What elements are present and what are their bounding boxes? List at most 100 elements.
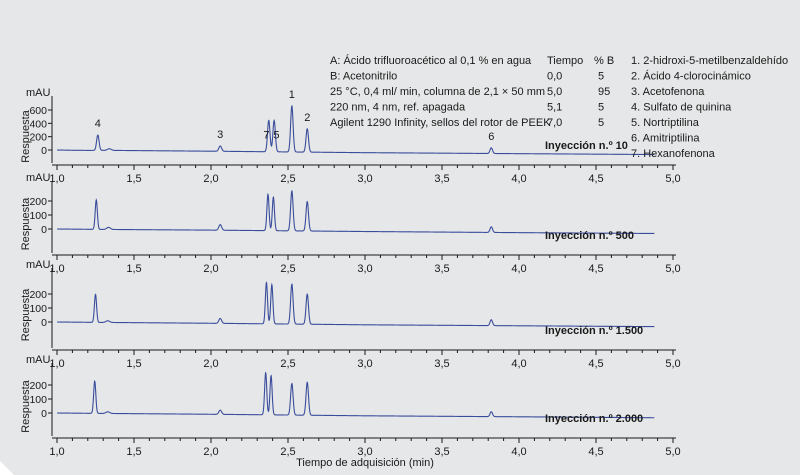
x-tick-label: 1,5: [126, 263, 141, 275]
x-tick-label: 2,5: [280, 263, 295, 275]
x-tick-label: 3,0: [357, 263, 372, 275]
x-tick-label: 2,5: [280, 358, 295, 370]
peak-label: 4: [95, 118, 101, 130]
condition-line: Agilent 1290 Infinity, sellos del rotor …: [330, 117, 551, 129]
x-tick-label: 5,0: [665, 358, 680, 370]
x-tick-label: 2,5: [280, 173, 295, 185]
y-tick-label: 0: [41, 145, 47, 157]
peak-label: 2: [304, 112, 310, 124]
y-axis-label: Respuesta: [20, 288, 32, 341]
y-tick-label: 200: [29, 289, 47, 301]
x-tick-label: 1,0: [49, 446, 64, 458]
peak-label: 5: [273, 129, 279, 141]
x-axis-title: Tiempo de adquisición (min): [296, 457, 434, 469]
injection-label: Inyección n.º 500: [545, 230, 634, 242]
compound-legend-item: 6. Amitriptilina: [631, 133, 700, 145]
conditions-block: A: Ácido trifluoroacético al 0,1 % en ag…: [330, 54, 551, 129]
x-tick-label: 4,5: [588, 446, 603, 458]
compound-legend-item: 3. Acetofenona: [631, 86, 705, 98]
x-tick-label: 2,0: [203, 263, 218, 275]
y-unit-label: mAU: [26, 87, 51, 99]
injection-label: Inyección n.º 10: [545, 140, 628, 152]
x-tick-label: 1,0: [49, 263, 64, 275]
x-tick-label: 4,0: [511, 263, 526, 275]
compound-legend-item: 4. Sulfato de quinina: [631, 102, 732, 114]
y-tick-label: 200: [29, 380, 47, 392]
x-tick-label: 3,5: [434, 173, 449, 185]
y-tick-label: 100: [29, 210, 47, 222]
gradient-percent-cell: 95: [598, 86, 610, 98]
x-tick-label: 2,0: [203, 358, 218, 370]
peak-label: 7: [263, 129, 269, 141]
peak-label: 3: [217, 129, 223, 141]
x-tick-label: 2,0: [203, 173, 218, 185]
x-tick-label: 4,0: [511, 446, 526, 458]
x-tick-label: 3,0: [357, 173, 372, 185]
condition-line: 25 °C, 0,4 ml/ min, columna de 2,1 × 50 …: [330, 86, 545, 98]
compound-legend-item: 2. Ácido 4-clorocinámico: [631, 70, 751, 83]
y-axis-label: Respuesta: [20, 379, 32, 432]
y-unit-label: mAU: [26, 172, 51, 184]
compound-legend-item: 1. 2-hidroxi-5-metilbenzaldehído: [631, 55, 788, 67]
x-tick-label: 5,0: [665, 263, 680, 275]
y-tick-label: 0: [41, 224, 47, 236]
x-tick-label: 4,5: [588, 173, 603, 185]
x-tick-label: 4,5: [588, 358, 603, 370]
x-tick-label: 4,0: [511, 173, 526, 185]
x-tick-label: 5,0: [665, 173, 680, 185]
chromatogram-trace: [57, 189, 655, 235]
x-tick-label: 5,0: [665, 446, 680, 458]
x-tick-label: 4,0: [511, 358, 526, 370]
chromatogram-trace: [57, 281, 655, 328]
x-tick-label: 3,5: [434, 358, 449, 370]
y-tick-label: 100: [29, 394, 47, 406]
x-tick-label: 3,0: [357, 446, 372, 458]
gradient-time-cell: 5,0: [547, 86, 562, 98]
y-tick-label: 0: [41, 317, 47, 329]
y-axis-label: Respuesta: [20, 109, 32, 162]
x-tick-label: 3,0: [357, 358, 372, 370]
gradient-header-percent-b: % B: [594, 55, 614, 67]
y-axis-label: Respuesta: [20, 197, 32, 250]
y-unit-label: mAU: [26, 259, 51, 271]
gradient-percent-cell: 5: [598, 102, 604, 114]
peak-label: 6: [488, 131, 494, 143]
gradient-time-cell: 5,1: [547, 102, 562, 114]
x-tick-label: 1,5: [126, 358, 141, 370]
x-tick-label: 3,5: [434, 446, 449, 458]
chromatogram-trace: [57, 104, 655, 156]
y-tick-label: 600: [29, 105, 47, 117]
gradient-time-cell: 0,0: [547, 71, 562, 83]
y-unit-label: mAU: [26, 354, 51, 366]
compound-legend: 1. 2-hidroxi-5-metilbenzaldehído 2. Ácido…: [631, 55, 788, 160]
condition-line: A: Ácido trifluoroacético al 0,1 % en ag…: [330, 54, 532, 67]
gradient-header-time: Tiempo: [547, 55, 583, 67]
x-tick-label: 2,0: [203, 446, 218, 458]
x-tick-label: 1,5: [126, 173, 141, 185]
y-tick-label: 400: [29, 118, 47, 130]
y-tick-label: 200: [29, 132, 47, 144]
y-tick-label: 200: [29, 196, 47, 208]
gradient-percent-cell: 5: [598, 71, 604, 83]
injection-label: Inyección n.º 2.000: [545, 413, 643, 425]
condition-line: 220 nm, 4 nm, ref. apagada: [330, 102, 466, 114]
chromatogram-trace: [57, 371, 655, 419]
gradient-time-cell: 7,0: [547, 117, 562, 129]
corner-mark: [0, 461, 14, 475]
compound-legend-item: 5. Nortriptilina: [631, 117, 700, 129]
peak-label: 1: [289, 89, 295, 101]
gradient-table: Tiempo % B 0,0 5 5,0 95 5,1 5 7,0 5: [547, 55, 614, 129]
injection-label: Inyección n.º 1.500: [545, 325, 643, 337]
x-tick-label: 1,0: [49, 173, 64, 185]
x-tick-label: 1,0: [49, 358, 64, 370]
x-tick-label: 1,5: [126, 446, 141, 458]
compound-legend-item: 7. Hexanofenona: [631, 148, 716, 160]
x-tick-label: 3,5: [434, 263, 449, 275]
y-tick-label: 0: [41, 408, 47, 420]
y-tick-label: 100: [29, 303, 47, 315]
